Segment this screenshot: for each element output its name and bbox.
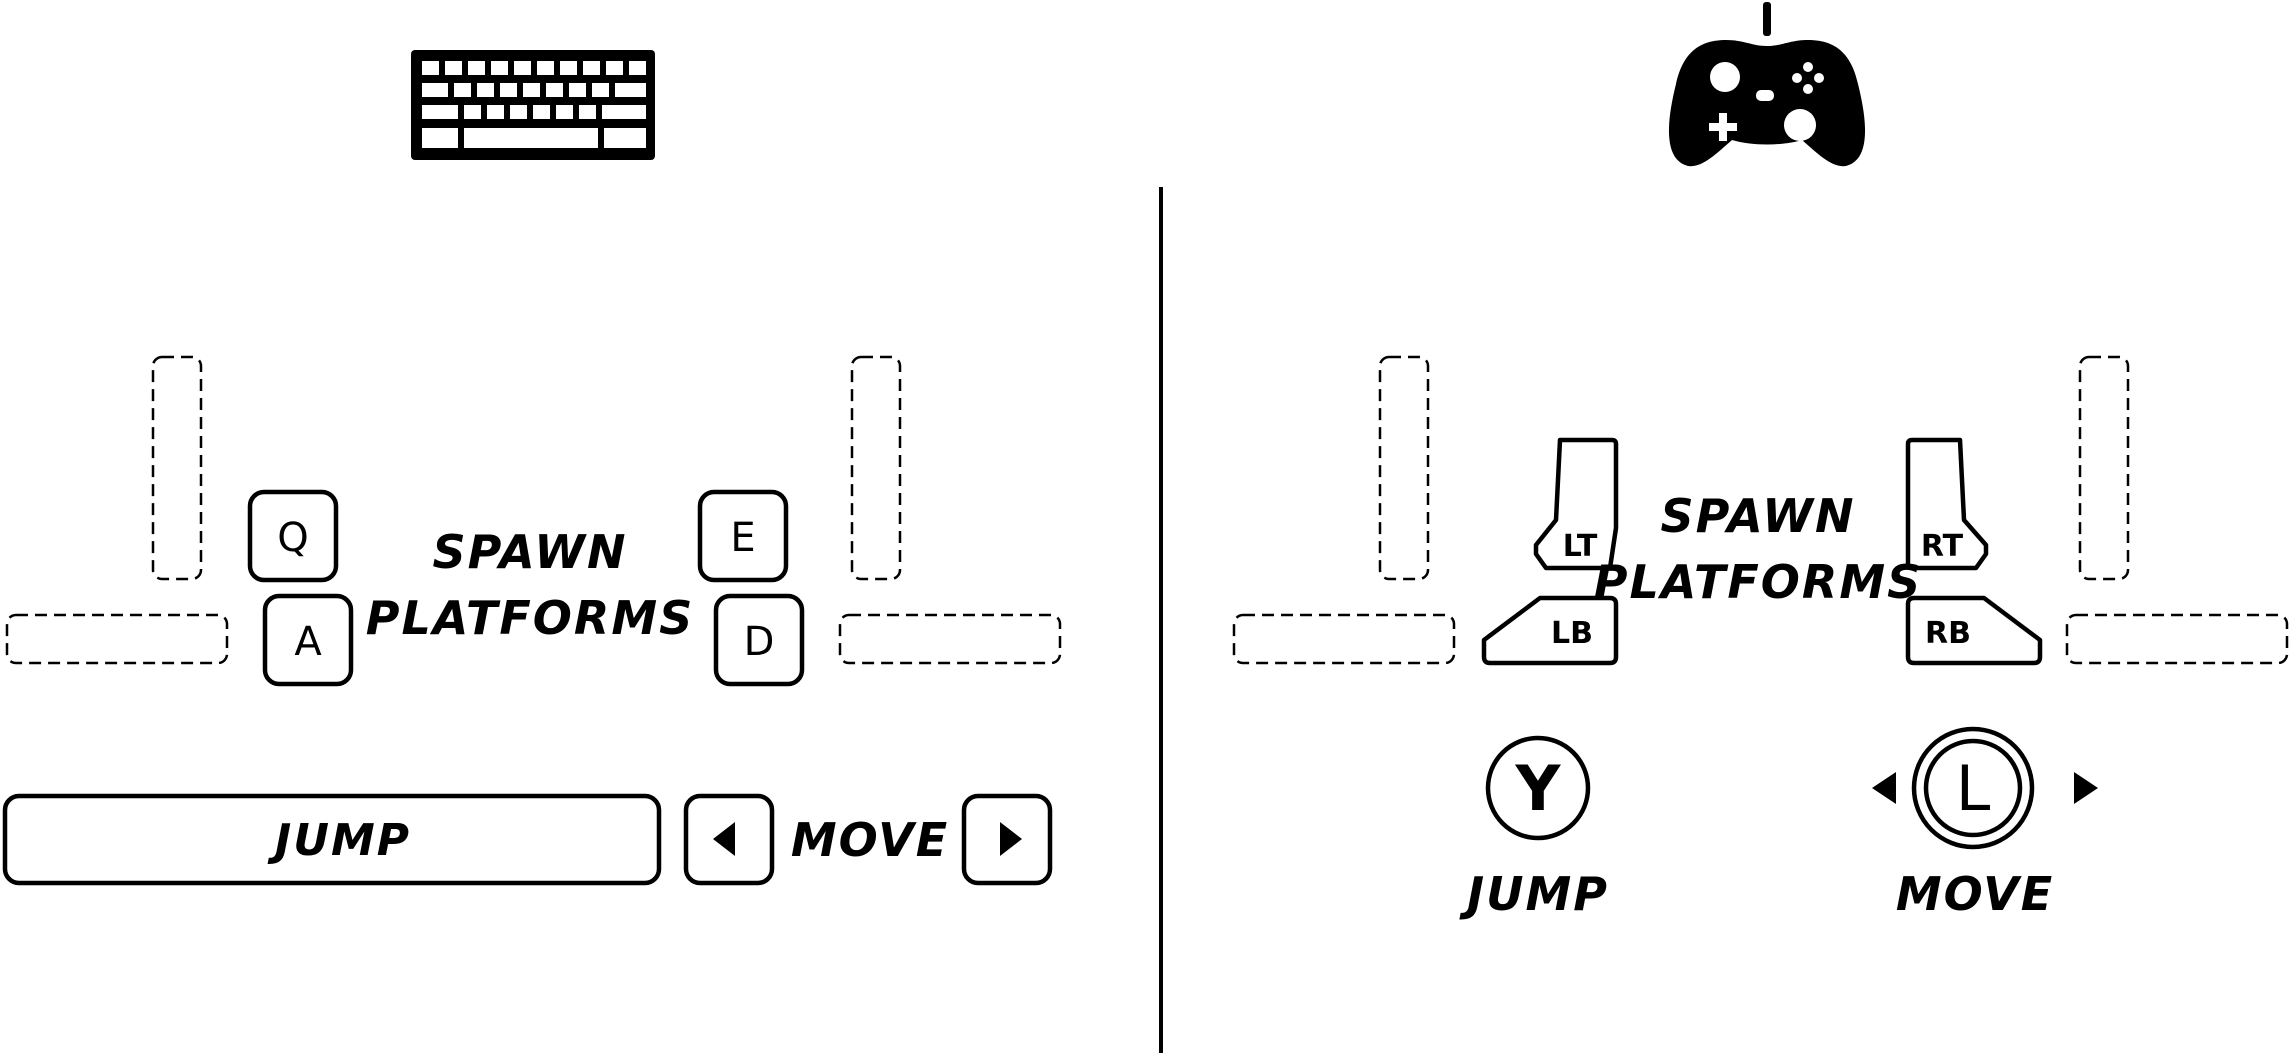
l-stick-label: L — [1956, 752, 1991, 825]
keyboard-jump-label: JUMP — [267, 815, 411, 866]
spawn-label-line1: SPAWN — [433, 525, 628, 579]
key-e-label: E — [730, 515, 755, 561]
arrow-right-icon — [1000, 822, 1022, 856]
lb-bumper: LB — [1481, 595, 1619, 666]
gp-platform-outline-right-horizontal — [2065, 613, 2289, 665]
y-button: Y — [1485, 735, 1591, 841]
key-d: D — [713, 593, 805, 687]
gp-spawn-label-line2: PLATFORMS — [1594, 555, 1922, 609]
gp-spawn-label-line1: SPAWN — [1661, 489, 1856, 543]
keyboard-icon — [411, 50, 655, 160]
key-e: E — [697, 489, 789, 583]
jump-key: JUMP — [2, 793, 662, 886]
rb-label: RB — [1925, 616, 1971, 651]
spawn-label-line2: PLATFORMS — [366, 591, 694, 645]
platform-outline-left-vertical — [151, 355, 203, 581]
gamepad-spawn-platforms-label: SPAWN PLATFORMS — [1594, 489, 1922, 609]
l-stick: L — [1872, 726, 2098, 850]
gp-platform-outline-left-horizontal — [1232, 613, 1456, 665]
key-left-arrow — [683, 793, 775, 886]
lb-label: LB — [1551, 616, 1593, 651]
platform-outline-right-vertical — [850, 355, 902, 581]
platform-outline-left-horizontal — [5, 613, 229, 665]
keyboard-spawn-platforms-label: SPAWN PLATFORMS — [366, 525, 694, 645]
y-button-label: Y — [1515, 752, 1562, 825]
gamepad-icon — [1668, 2, 1866, 167]
lt-label: LT — [1563, 529, 1598, 564]
key-a-label: A — [294, 619, 322, 665]
gamepad-panel: LT LB RT RB SPAWN PLATFORMS Y JUMP — [1232, 2, 2289, 921]
rt-trigger: RT — [1905, 437, 1989, 571]
section-divider — [1159, 187, 1163, 1053]
gamepad-move-label: MOVE — [1896, 867, 2054, 921]
key-d-label: D — [744, 619, 775, 665]
key-right-arrow — [961, 793, 1053, 886]
rt-label: RT — [1921, 529, 1964, 564]
rb-bumper: RB — [1905, 595, 2043, 666]
gp-platform-outline-left-vertical — [1378, 355, 1430, 581]
stick-left-arrow-icon — [1872, 772, 1896, 804]
gp-platform-outline-right-vertical — [2078, 355, 2130, 581]
platform-outline-right-horizontal — [838, 613, 1062, 665]
keyboard-move-label: MOVE — [791, 813, 949, 867]
lt-trigger: LT — [1533, 437, 1619, 571]
gamepad-jump-label: JUMP — [1459, 867, 1609, 921]
key-a: A — [262, 593, 354, 687]
keyboard-panel: Q A E D SPAWN PLATFORMS JUMP — [2, 50, 1062, 886]
key-q-label: Q — [277, 515, 308, 561]
arrow-left-icon — [713, 822, 735, 856]
stick-right-arrow-icon — [2074, 772, 2098, 804]
key-q: Q — [247, 489, 339, 583]
